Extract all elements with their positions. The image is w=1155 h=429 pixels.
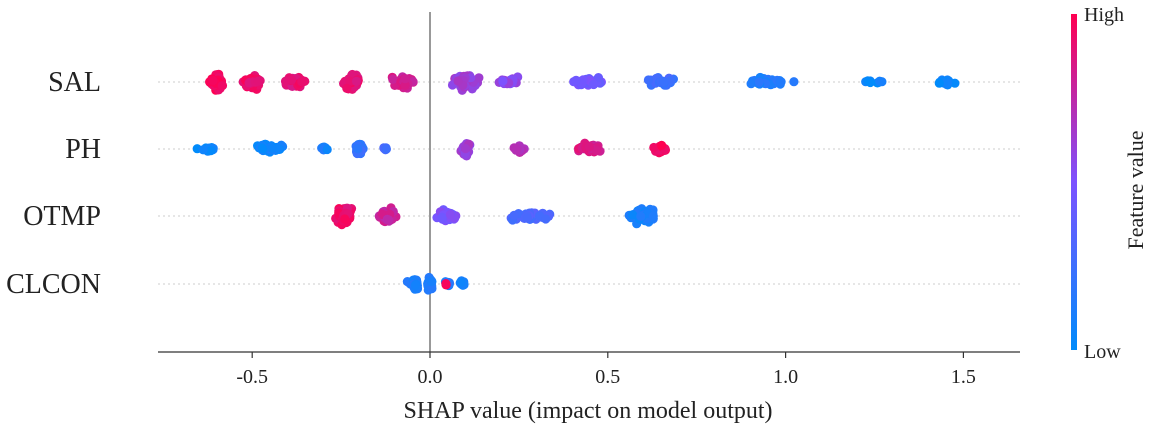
feature-label-sal: SAL bbox=[48, 67, 101, 98]
point-ph bbox=[206, 146, 216, 156]
colorbar-gradient bbox=[1071, 14, 1077, 350]
point-sal bbox=[474, 73, 484, 83]
point-sal bbox=[253, 76, 263, 86]
point-otmp bbox=[509, 210, 519, 220]
point-sal bbox=[754, 77, 764, 87]
point-sal bbox=[351, 76, 362, 86]
point-otmp bbox=[437, 212, 447, 222]
point-ph bbox=[511, 145, 521, 155]
colorbar: High Low Feature value bbox=[1071, 4, 1148, 363]
point-otmp bbox=[636, 211, 646, 221]
beeswarm-points bbox=[192, 69, 960, 295]
point-sal bbox=[775, 77, 785, 87]
x-tick-label: -0.5 bbox=[236, 366, 268, 388]
point-sal bbox=[571, 75, 581, 85]
point-ph bbox=[322, 144, 332, 155]
feature-label-ph: PH bbox=[65, 134, 101, 165]
point-sal bbox=[589, 79, 599, 90]
point-ph bbox=[267, 143, 277, 153]
point-sal bbox=[287, 75, 297, 85]
point-sal bbox=[400, 74, 410, 84]
point-ph bbox=[584, 142, 594, 152]
point-ph bbox=[381, 144, 391, 154]
point-sal bbox=[746, 79, 756, 89]
point-ph bbox=[353, 144, 363, 154]
point-otmp bbox=[522, 213, 532, 223]
point-sal bbox=[217, 81, 227, 91]
point-otmp bbox=[628, 210, 638, 220]
feature-labels: SAL PH OTMP CLCON bbox=[6, 67, 101, 300]
feature-label-otmp: OTMP bbox=[23, 201, 101, 232]
point-clcon bbox=[427, 284, 437, 294]
x-tick-label: 1.0 bbox=[773, 366, 798, 388]
colorbar-low-label: Low bbox=[1084, 341, 1121, 363]
point-ph bbox=[592, 146, 602, 156]
point-otmp bbox=[384, 215, 394, 225]
point-sal bbox=[593, 73, 604, 83]
point-sal bbox=[400, 80, 410, 90]
colorbar-title: Feature value bbox=[1123, 130, 1148, 249]
point-sal bbox=[877, 77, 887, 87]
point-sal bbox=[299, 76, 309, 87]
point-sal bbox=[865, 77, 875, 88]
point-ph bbox=[657, 140, 667, 150]
point-sal bbox=[659, 77, 669, 87]
feature-gridlines bbox=[158, 81, 1020, 285]
point-clcon bbox=[441, 279, 451, 289]
point-sal bbox=[388, 74, 398, 84]
point-ph bbox=[649, 142, 659, 153]
point-sal bbox=[643, 75, 654, 85]
x-tick-label: 0.0 bbox=[418, 366, 443, 388]
x-axis: -0.5 0.0 0.5 1.0 1.5 bbox=[158, 351, 1020, 388]
point-clcon bbox=[456, 277, 466, 287]
x-tick-label: 0.5 bbox=[595, 366, 620, 388]
point-sal bbox=[208, 75, 218, 86]
point-clcon bbox=[426, 276, 436, 287]
colorbar-high-label: High bbox=[1084, 4, 1124, 26]
point-otmp bbox=[445, 209, 455, 220]
point-sal bbox=[345, 76, 355, 86]
point-sal bbox=[342, 83, 352, 93]
point-otmp bbox=[541, 214, 551, 224]
x-tick-label: 1.5 bbox=[951, 366, 976, 388]
point-ph bbox=[460, 144, 471, 154]
x-axis-title: SHAP value (impact on model output) bbox=[403, 398, 772, 424]
point-otmp bbox=[340, 214, 350, 224]
point-sal bbox=[789, 77, 799, 87]
point-clcon bbox=[410, 280, 420, 290]
feature-label-clcon: CLCON bbox=[6, 269, 101, 300]
point-otmp bbox=[648, 211, 658, 221]
point-sal bbox=[498, 76, 508, 86]
point-sal bbox=[934, 78, 944, 88]
point-ph bbox=[257, 144, 267, 154]
point-sal bbox=[453, 76, 463, 86]
point-ph bbox=[198, 145, 208, 155]
